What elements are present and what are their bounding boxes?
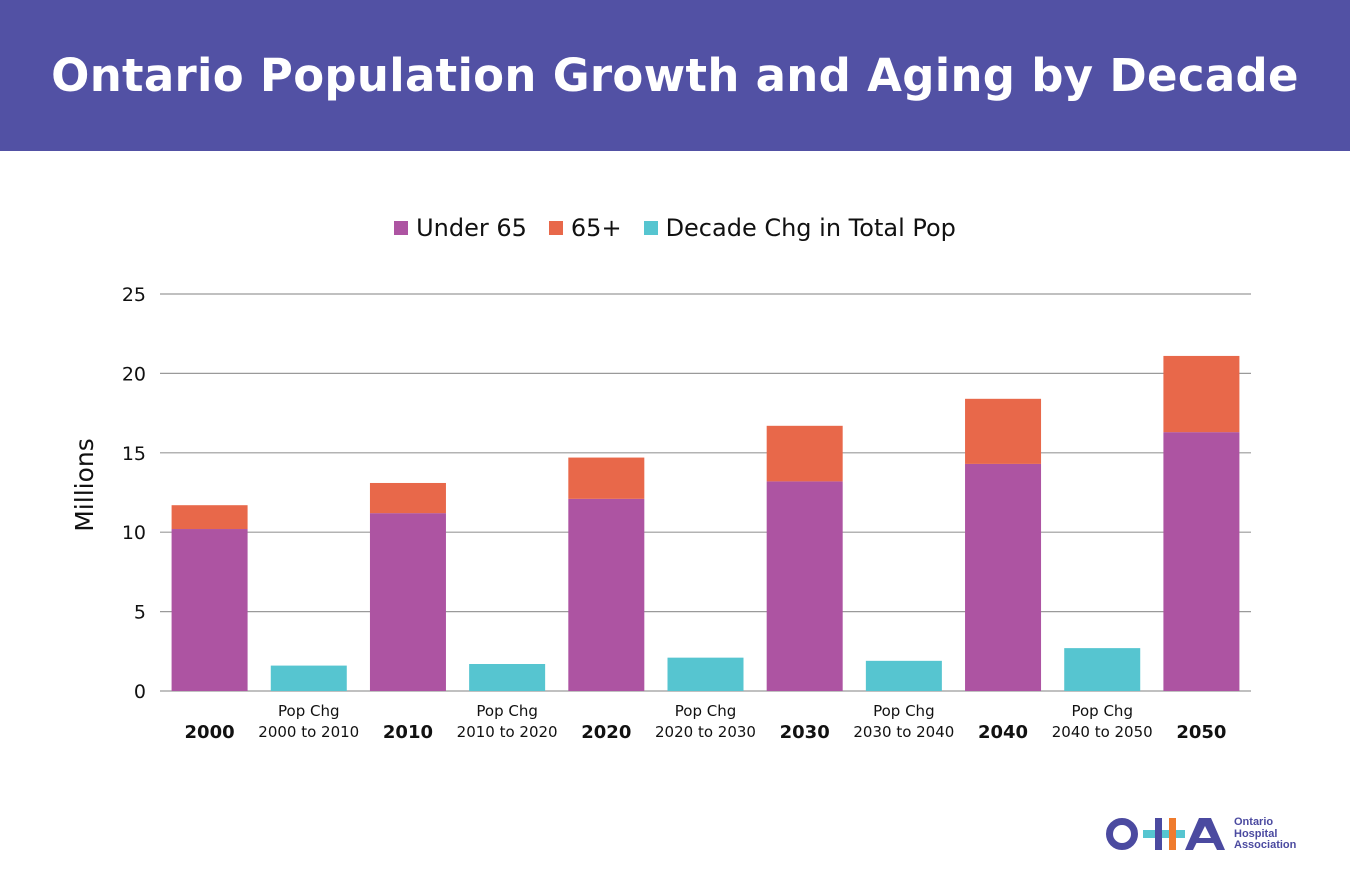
bar-65--2 xyxy=(369,482,446,514)
bar-65--8 xyxy=(965,398,1042,464)
bar-decade-chg-in-total-pop-3 xyxy=(469,664,546,691)
x-tick-label: 2020 to 2030 xyxy=(655,723,756,741)
x-tick-label: 2040 to 2050 xyxy=(1052,723,1153,741)
logo-wordmark: Ontario Hospital Association xyxy=(1234,816,1297,852)
x-tick-label: Pop Chg xyxy=(873,702,934,720)
logo-h-left-stem xyxy=(1155,818,1162,850)
bar-65--6 xyxy=(766,425,843,482)
logo-line-1: Ontario xyxy=(1234,816,1274,828)
legend-label: 65+ xyxy=(570,214,622,242)
x-tick-label: 2040 xyxy=(978,722,1028,743)
y-axis-label: Millions xyxy=(70,438,99,532)
legend-label: Decade Chg in Total Pop xyxy=(665,214,956,242)
x-tick-label: 2000 xyxy=(185,722,235,743)
bar-under-65-8 xyxy=(965,463,1042,691)
x-tick-label: Pop Chg xyxy=(1071,702,1132,720)
bar-decade-chg-in-total-pop-1 xyxy=(270,665,347,691)
y-tick-label: 0 xyxy=(134,681,146,703)
bar-65--10 xyxy=(1163,355,1240,433)
bar-under-65-2 xyxy=(369,513,446,691)
y-tick-label: 10 xyxy=(122,522,146,544)
legend-swatch xyxy=(643,221,658,235)
legend-item-1: 65+ xyxy=(548,214,622,242)
legend-item-0: Under 65 xyxy=(394,214,527,242)
bar-65--4 xyxy=(568,457,645,499)
bar-decade-chg-in-total-pop-5 xyxy=(667,657,744,691)
bar-under-65-0 xyxy=(171,529,248,691)
page-title: Ontario Population Growth and Aging by D… xyxy=(51,49,1299,102)
bar-under-65-6 xyxy=(766,481,843,691)
legend-label: Under 65 xyxy=(416,214,527,242)
x-tick-label: 2010 to 2020 xyxy=(457,723,558,741)
title-banner: Ontario Population Growth and Aging by D… xyxy=(0,0,1350,151)
logo-h-teal-bar xyxy=(1143,830,1185,838)
y-tick-label: 5 xyxy=(134,602,146,624)
x-tick-label: 2050 xyxy=(1176,722,1226,743)
y-tick-label: 25 xyxy=(122,284,146,306)
x-tick-label: 2000 to 2010 xyxy=(258,723,359,741)
legend-swatch xyxy=(548,221,563,235)
logo-a-icon xyxy=(1185,818,1225,850)
logo-h-right-stem xyxy=(1169,818,1176,850)
legend-item-2: Decade Chg in Total Pop xyxy=(643,214,956,242)
bar-decade-chg-in-total-pop-7 xyxy=(865,660,942,691)
bar-under-65-4 xyxy=(568,498,645,691)
logo-line-2: Hospital xyxy=(1234,827,1278,840)
x-tick-label: Pop Chg xyxy=(675,702,736,720)
y-tick-label: 15 xyxy=(122,443,146,465)
x-tick-label: Pop Chg xyxy=(278,702,339,720)
logo-o-icon xyxy=(1106,818,1138,850)
x-tick-label: 2010 xyxy=(383,722,433,743)
x-tick-label: 2030 to 2040 xyxy=(853,723,954,741)
logo-line-3: Association xyxy=(1234,839,1297,851)
x-tick-label: Pop Chg xyxy=(476,702,537,720)
bar-decade-chg-in-total-pop-9 xyxy=(1064,648,1141,691)
x-tick-label: 2030 xyxy=(780,722,830,743)
oha-logo xyxy=(1106,818,1225,850)
y-tick-label: 20 xyxy=(122,363,146,385)
legend-swatch xyxy=(394,221,409,235)
chart-legend: Under 65 65+ Decade Chg in Total Pop xyxy=(0,208,1350,248)
x-tick-label: 2020 xyxy=(581,722,631,743)
bar-under-65-10 xyxy=(1163,432,1240,691)
bar-65--0 xyxy=(171,505,248,530)
